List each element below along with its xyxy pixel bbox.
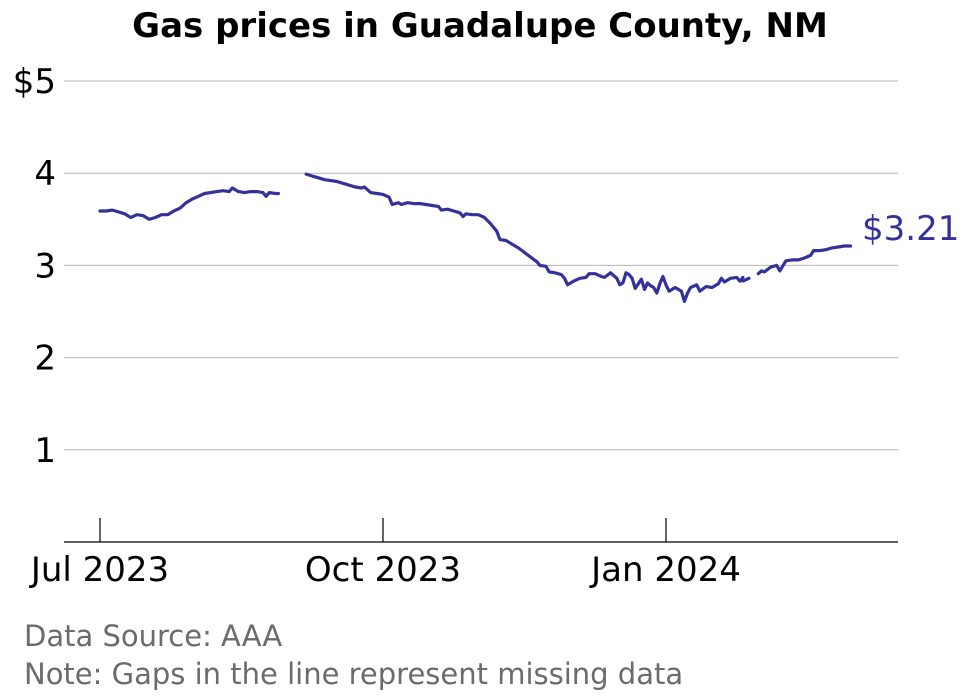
y-tick-label: 2 [34,339,56,379]
price-line-segment-2 [304,172,745,303]
chart-title: Gas prices in Guadalupe County, NM [132,6,828,46]
y-tick-label: $5 [13,62,56,102]
price-line-segment-1 [98,186,280,221]
price-line-segment-3 [741,276,751,283]
y-tick-label: 4 [34,154,56,194]
data-source-note: Data Source: AAA [24,619,282,653]
latest-price-label: $3.21 [862,209,959,249]
y-tick-label: 1 [34,431,56,471]
x-axis-ticks: Jul 2023 Oct 2023 Jan 2024 [29,518,741,590]
y-axis-ticks: 1 2 3 4 $5 [13,62,56,471]
price-line-segment-4 [756,244,853,276]
x-tick-label: Oct 2023 [305,550,461,590]
x-tick-label: Jul 2023 [29,550,169,590]
x-tick-label: Jan 2024 [589,550,741,590]
missing-data-note: Note: Gaps in the line represent missing… [24,657,683,691]
gridlines [64,80,898,451]
y-tick-label: 3 [34,246,56,286]
price-line [98,172,853,303]
